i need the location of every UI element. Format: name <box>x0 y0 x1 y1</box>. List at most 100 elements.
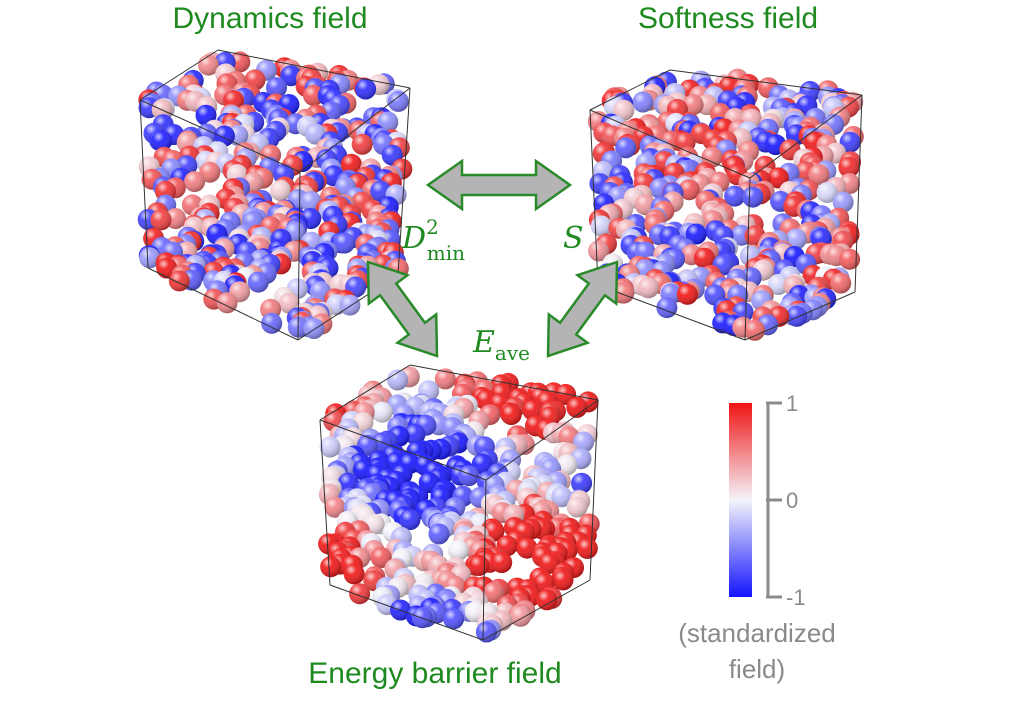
particle-shade <box>785 228 807 250</box>
symbol-s: S <box>563 221 584 256</box>
particle-shade <box>573 431 595 453</box>
colorbar <box>729 403 752 597</box>
particle-shade <box>280 65 302 87</box>
particle-shade <box>320 556 342 578</box>
colorbar-tick-label: 1 <box>786 391 798 416</box>
colorbar-tick-label: -1 <box>786 585 806 610</box>
particle-shade <box>551 486 573 508</box>
particle-shade <box>371 401 393 423</box>
particle-shade <box>151 130 173 152</box>
symbol-sup: 2 <box>426 215 439 239</box>
particle-shade <box>500 404 522 425</box>
cube-edge <box>139 99 301 173</box>
cube-edge <box>589 109 599 286</box>
cube-edge <box>319 419 487 481</box>
particle-shade <box>377 111 399 133</box>
panel-title: Energy barrier field <box>308 657 561 690</box>
cube-edge <box>744 177 751 341</box>
particle-shade <box>340 153 362 175</box>
cube-edge <box>217 49 411 89</box>
particle-shade <box>637 277 659 299</box>
cube-edge <box>409 364 599 401</box>
particle-shade <box>199 161 221 183</box>
cube-edge <box>329 584 484 641</box>
particle-shade <box>742 186 764 208</box>
particle-shade <box>351 133 373 155</box>
symbol-dmin: D2 min <box>401 215 465 265</box>
particle-shade <box>266 77 287 99</box>
particle-shade <box>552 569 574 591</box>
cube-edge <box>589 109 751 179</box>
particle-shade <box>447 539 469 561</box>
particle-shade <box>229 51 251 73</box>
particle-shade <box>556 454 578 476</box>
symbol-base: D <box>401 221 426 256</box>
particle-shade <box>404 423 426 445</box>
cube-edge <box>669 69 863 96</box>
particle-shade <box>150 209 172 231</box>
particle-cube <box>587 68 864 341</box>
particle-shade <box>693 247 715 269</box>
symbol-base: E <box>472 325 495 360</box>
particle-shade <box>483 581 505 603</box>
particle-shade <box>387 369 409 391</box>
particle-shade <box>428 523 450 545</box>
particle-shade <box>337 472 359 494</box>
particle-shade <box>434 368 456 390</box>
particle-shade <box>588 240 610 262</box>
particle-shade <box>303 84 324 106</box>
panel-title: Dynamics field <box>172 2 367 35</box>
particle-shade <box>838 156 860 178</box>
particle-shade <box>613 99 635 121</box>
cubes <box>137 49 864 643</box>
double-arrow <box>546 260 619 358</box>
particle-shade <box>786 305 808 327</box>
particle-shade <box>808 164 830 185</box>
colorbar-axis: 1 0 -1 <box>766 391 806 610</box>
double-arrow <box>366 260 439 358</box>
colorbar-tick-label: 0 <box>786 488 798 513</box>
particle-shade <box>184 171 206 193</box>
particle-shade <box>678 179 700 201</box>
particle-shade <box>468 554 490 576</box>
particle-shade <box>213 125 235 147</box>
particle-shade <box>355 78 377 100</box>
panel-title: Softness field <box>638 2 818 35</box>
cube-edge <box>589 399 599 581</box>
cube-edge <box>589 69 671 111</box>
particle-shade <box>839 248 861 270</box>
cube-edge <box>397 87 411 276</box>
particle-shade <box>632 91 654 113</box>
particle-shade <box>387 90 409 112</box>
cube-edge <box>299 87 411 173</box>
particle-shade <box>303 318 325 339</box>
particle-shade <box>261 312 283 334</box>
particle-shade <box>839 131 861 153</box>
cube-edge <box>749 94 863 179</box>
particle-shade <box>685 223 707 245</box>
particle-shade <box>830 272 852 294</box>
cube-edge <box>297 171 301 341</box>
particle-shade <box>139 247 161 269</box>
symbol-sub: ave <box>495 341 530 365</box>
cube-edge <box>485 399 599 481</box>
particle-shade <box>536 589 558 611</box>
particle-shade <box>491 552 513 573</box>
particle-shade <box>566 396 588 418</box>
particle-shade <box>339 294 361 316</box>
particle-shade <box>576 537 598 559</box>
particle-shade <box>333 232 355 254</box>
particle-shade <box>613 282 635 304</box>
cube-edge <box>319 364 411 421</box>
particle-cube <box>137 49 413 341</box>
particle-shade <box>590 215 612 237</box>
particle-shade <box>475 621 497 643</box>
particle-shade <box>816 182 838 203</box>
cube-edge <box>139 49 219 101</box>
particle-shade <box>571 472 593 494</box>
particle-shade <box>615 137 637 159</box>
particle-shade <box>343 563 365 585</box>
cube-edge <box>482 479 487 641</box>
particle-shade <box>676 283 698 305</box>
